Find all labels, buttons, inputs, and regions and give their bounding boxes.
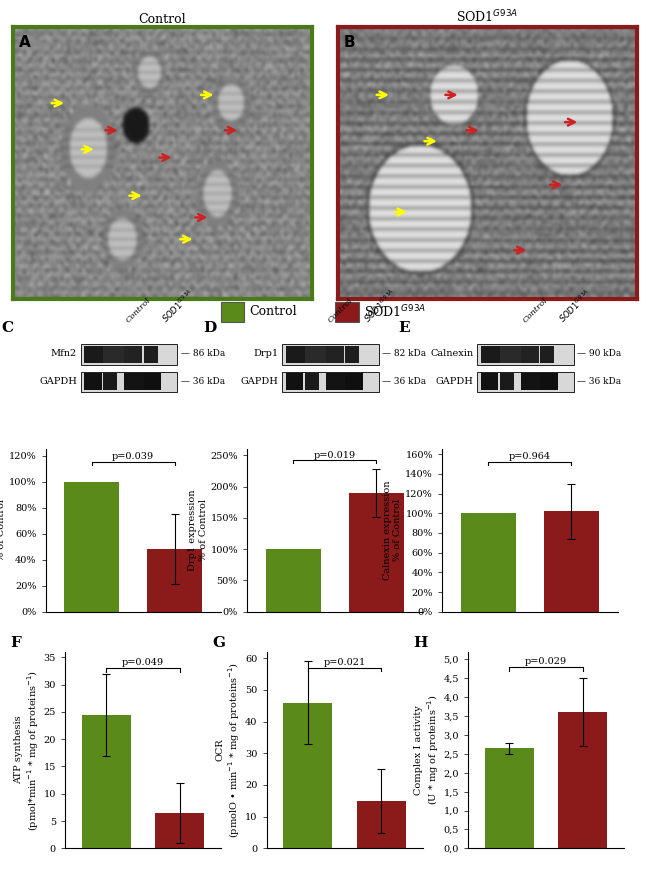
Bar [64,481,120,612]
Text: p=0.019: p=0.019 [314,451,356,460]
Bar [480,346,505,363]
Bar [461,513,516,612]
Text: $SOD1^{G93A}$: $SOD1^{G93A}$ [361,287,399,325]
Text: B: B [344,35,356,50]
Bar [540,346,554,363]
Bar [155,813,204,848]
Bar [125,346,142,363]
Y-axis label: Mfn2 expression
% of Control: Mfn2 expression % of Control [0,489,6,572]
Bar [540,373,558,390]
Bar [81,344,177,364]
Y-axis label: ATP synthesis
(pmol*min$^{-1}$ * mg of proteins$^{-1}$): ATP synthesis (pmol*min$^{-1}$ * mg of p… [14,670,41,830]
Text: p=0.029: p=0.029 [525,657,567,666]
Bar [357,801,406,848]
Bar [305,346,326,363]
Text: p=0.964: p=0.964 [509,452,551,461]
Bar [282,371,378,392]
Bar [326,346,344,363]
Text: Calnexin: Calnexin [430,349,474,358]
Text: Control: Control [125,296,153,325]
Bar [477,371,573,392]
Bar [558,713,607,848]
Text: F: F [10,636,21,650]
Bar [82,714,131,848]
Text: GAPDH: GAPDH [436,378,474,387]
Bar [521,346,538,363]
Bar [477,344,573,364]
Bar [125,373,146,390]
Bar [543,511,599,612]
Bar [326,373,347,390]
Text: Control: Control [326,296,354,325]
Text: p=0.021: p=0.021 [324,657,365,667]
Bar [485,748,534,848]
Y-axis label: Complex I activity
(U * mg of proteins$^{-1}$): Complex I activity (U * mg of proteins$^… [413,695,441,805]
Bar [348,493,404,612]
Bar [500,346,521,363]
Bar [282,344,378,364]
Text: D: D [203,321,216,335]
Y-axis label: Drp1 expression
% of Control: Drp1 expression % of Control [188,489,207,572]
Text: p=0.039: p=0.039 [112,452,154,462]
Text: Drp1: Drp1 [254,349,279,358]
Title: SOD1$^{G93A}$: SOD1$^{G93A}$ [456,9,519,26]
Bar [285,373,303,390]
Bar [335,302,359,321]
Bar [500,373,514,390]
Text: — 82 kDa: — 82 kDa [382,349,426,358]
Bar [345,373,363,390]
Text: Mfn2: Mfn2 [51,349,77,358]
Text: GAPDH: GAPDH [39,378,77,387]
Text: — 36 kDa: — 36 kDa [181,378,225,387]
Text: — 90 kDa: — 90 kDa [577,349,621,358]
Text: A: A [19,35,31,50]
Bar [266,549,321,612]
Text: — 36 kDa: — 36 kDa [577,378,621,387]
Text: H: H [413,636,428,650]
Text: — 86 kDa: — 86 kDa [181,349,225,358]
Bar [147,549,202,612]
Y-axis label: Calnexin expression
% of Control: Calnexin expression % of Control [383,480,402,580]
Text: $SOD1^{G93A}$: $SOD1^{G93A}$ [160,287,198,325]
Text: C: C [1,321,14,335]
Text: p=0.049: p=0.049 [122,658,164,667]
Text: — 36 kDa: — 36 kDa [382,378,426,387]
Bar [144,373,161,390]
Bar [305,373,319,390]
Bar [285,346,310,363]
Bar [103,373,118,390]
Text: E: E [398,321,410,335]
Bar [521,373,542,390]
Bar [103,346,125,363]
Text: GAPDH: GAPDH [240,378,279,387]
Bar [221,302,244,321]
Bar [144,346,158,363]
Text: Control: Control [250,305,297,318]
Bar [84,346,109,363]
Bar [81,371,177,392]
Title: Control: Control [138,13,187,26]
Text: Control: Control [521,296,549,325]
Bar [345,346,359,363]
Bar [84,373,101,390]
Bar [480,373,498,390]
Text: SOD1$^{G93A}$: SOD1$^{G93A}$ [364,304,426,320]
Text: $SOD1^{G93A}$: $SOD1^{G93A}$ [556,287,594,325]
Text: G: G [212,636,225,650]
Bar [283,703,332,848]
Y-axis label: OCR
(pmolO • min$^{-1}$ * mg of proteins$^{-1}$): OCR (pmolO • min$^{-1}$ * mg of proteins… [215,662,242,839]
